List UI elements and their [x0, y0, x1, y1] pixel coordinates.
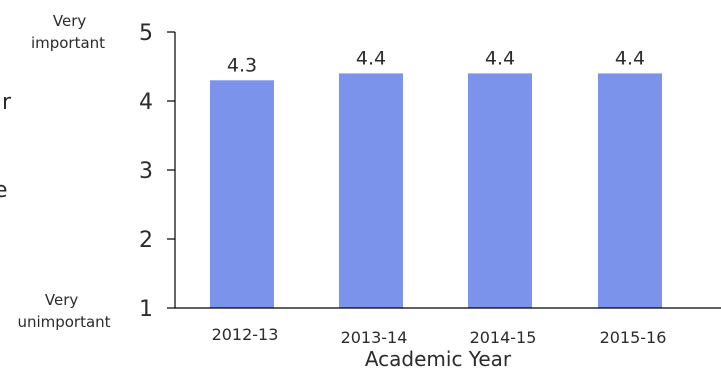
cut-off-text-fragment: e [0, 178, 8, 203]
bar-data-label: 4.4 [615, 47, 645, 69]
bar [210, 80, 274, 308]
data-labels-group: 4.3 4.4 4.4 4.4 [227, 47, 645, 76]
bar [468, 73, 532, 309]
x-tick-label: 2012-13 [212, 325, 279, 344]
bar-data-label: 4.3 [227, 54, 257, 76]
x-tick-label: 2015-16 [600, 328, 667, 347]
bar-data-label: 4.4 [485, 47, 515, 69]
y-tick-label: 4 [139, 90, 153, 115]
x-tick-label: 2013-14 [341, 328, 408, 347]
y-top-anchor-label: Very important [31, 12, 105, 52]
x-axis-title: Academic Year [365, 347, 512, 371]
x-ticks-group: 2012-13 2013-14 2014-15 2015-16 [212, 325, 667, 347]
bar [598, 73, 662, 309]
bars-group [210, 73, 662, 309]
bar-data-label: 4.4 [356, 47, 386, 69]
y-tick-label: 1 [139, 297, 153, 322]
y-bottom-anchor-label: Very unimportant [17, 291, 110, 331]
y-tick-label: 2 [139, 228, 153, 253]
bar [339, 73, 403, 309]
cut-off-text-fragment: r [2, 90, 12, 115]
x-tick-label: 2014-15 [470, 328, 537, 347]
y-tick-label: 3 [139, 159, 153, 184]
y-ticks-group: 1 2 3 4 5 [139, 21, 175, 322]
y-tick-label: 5 [139, 21, 153, 46]
